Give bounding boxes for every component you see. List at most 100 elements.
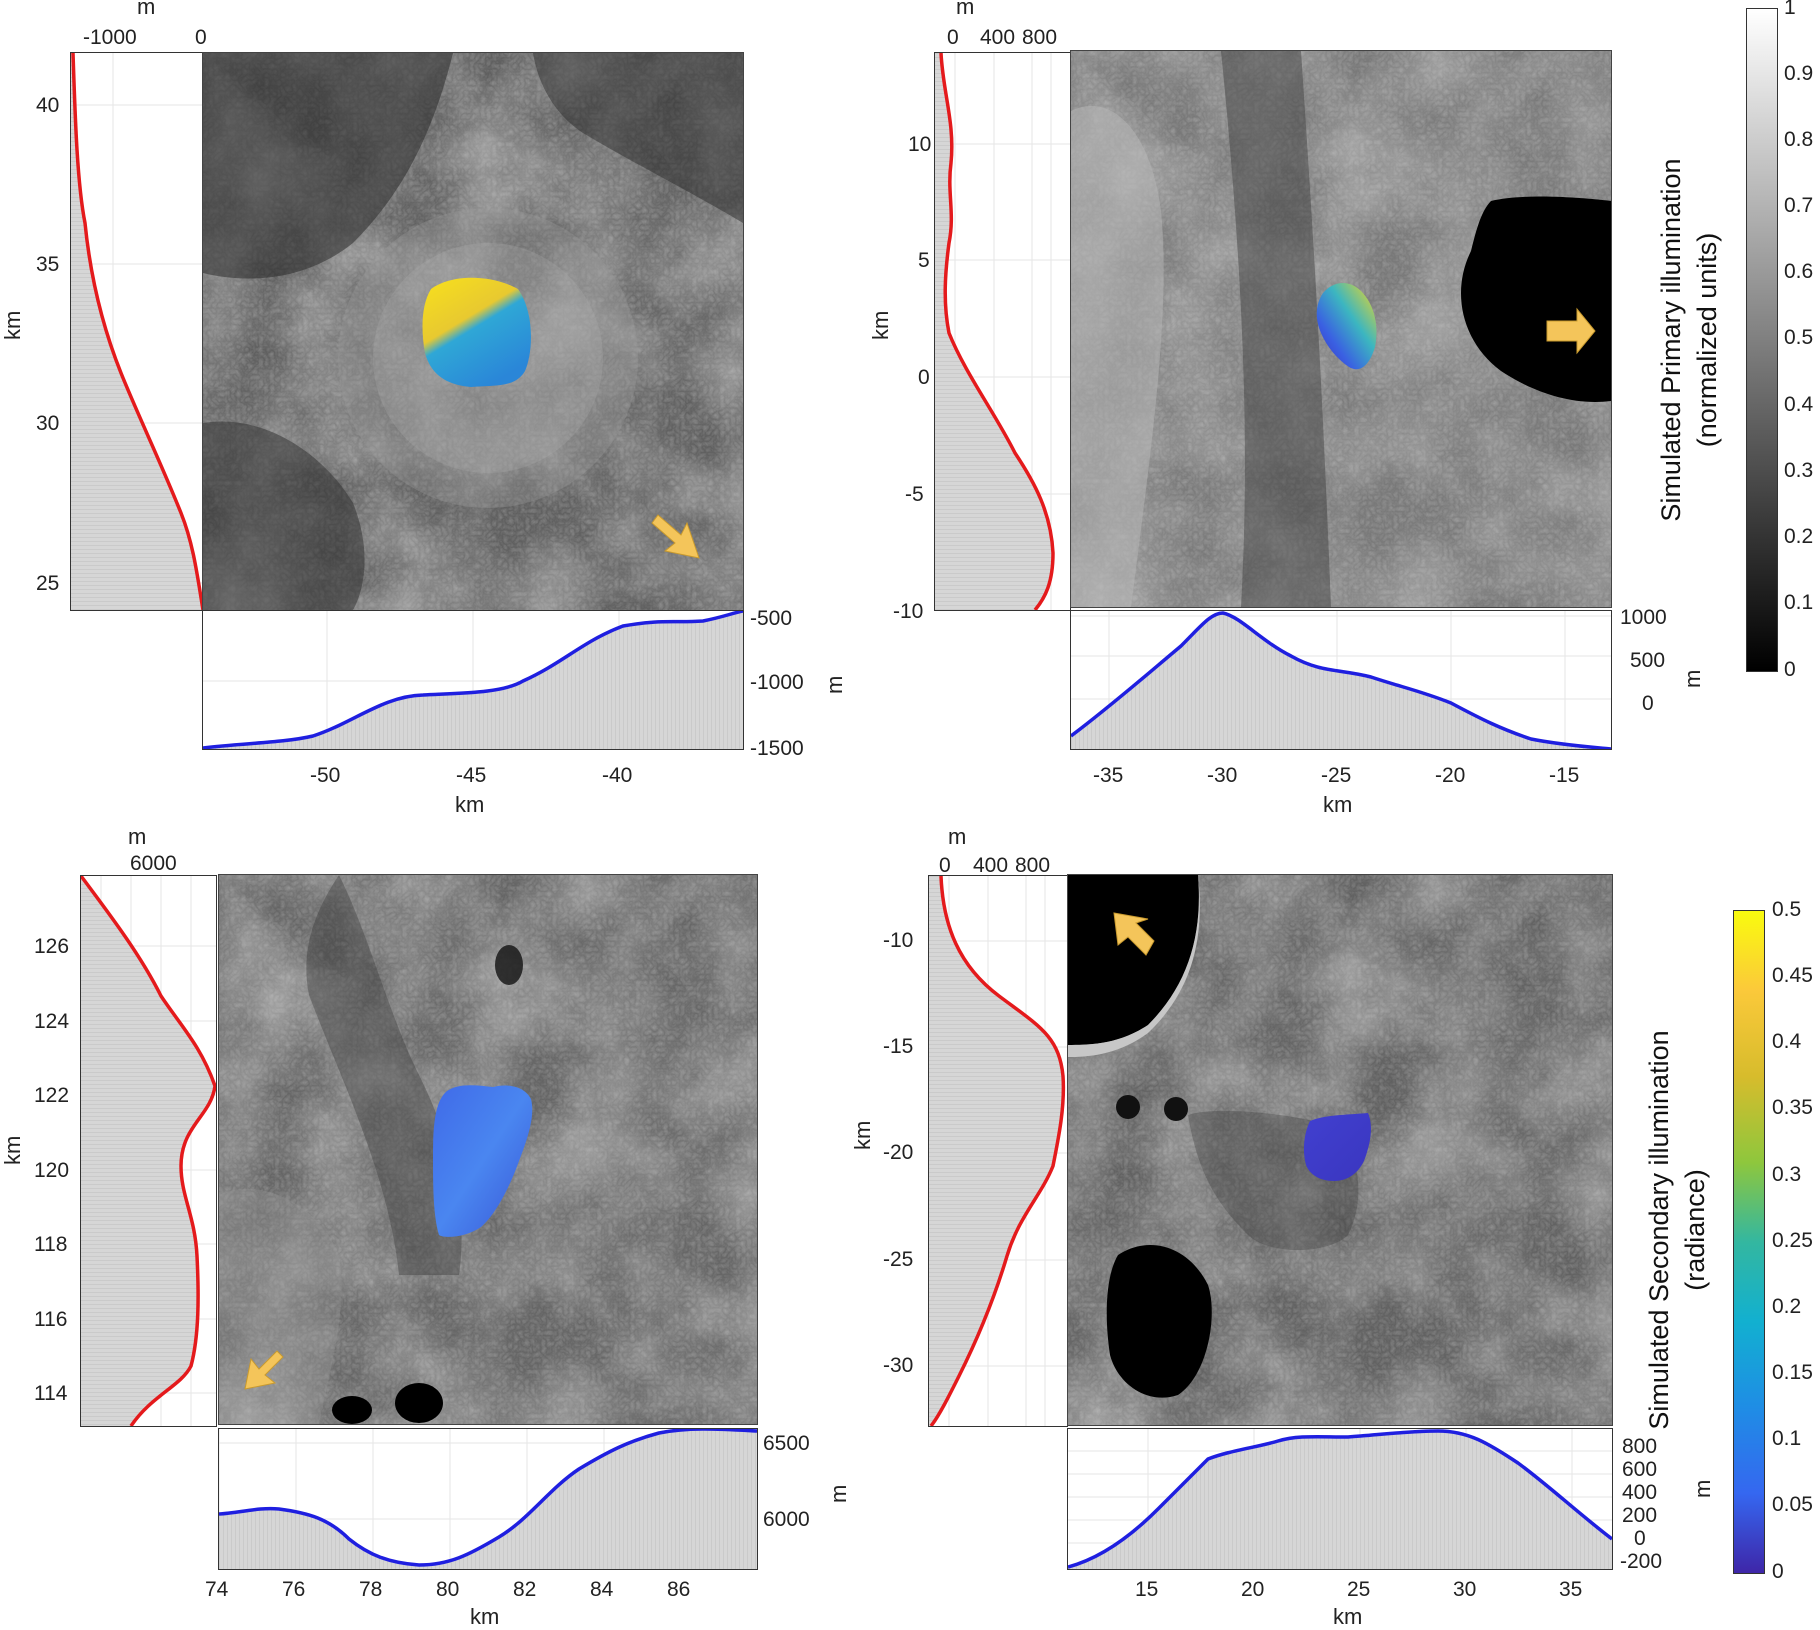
left-profile-tick: 800 (1015, 854, 1050, 877)
x-tick: -25 (1321, 764, 1351, 787)
left-profile-unit: m (128, 824, 146, 849)
bottom-profile-axes: 1000 500 0 m -35 -30 -25 -20 -15 km (1093, 606, 1705, 817)
y-tick: -30 (883, 1354, 913, 1377)
y-tick: 114 (34, 1382, 68, 1405)
colorbar-secondary-label-line1: Simulated Secondary illumination (1644, 1030, 1674, 1429)
x-tick: 76 (282, 1578, 305, 1601)
left-profile-tick: 6000 (130, 852, 177, 875)
left-profile-fill (71, 53, 203, 610)
colorbar-tick: 0.4 (1784, 393, 1814, 416)
left-profile-line (939, 53, 1055, 610)
colorbar-tick: 0.35 (1772, 1096, 1813, 1119)
bottom-profile-tick: 800 (1622, 1435, 1657, 1458)
y-tick: -10 (893, 600, 923, 620)
y-tick: 116 (34, 1308, 67, 1331)
x-tick: 25 (1347, 1578, 1370, 1601)
colorbar-tick: 0.3 (1784, 459, 1814, 482)
x-tick: -15 (1549, 764, 1579, 787)
colorbar-primary-label-line1: Simulated Primary illumination (1660, 158, 1686, 521)
colorbar-tick: 0.6 (1784, 260, 1814, 283)
x-tick: 86 (667, 1578, 690, 1601)
left-elevation-profile (934, 52, 1071, 611)
y-tick: 120 (34, 1159, 69, 1182)
illumination-patch (1316, 282, 1377, 370)
bottom-profile-line (1071, 611, 1611, 749)
y-tick: -15 (883, 1035, 913, 1058)
bottom-profile-tick: 500 (1630, 649, 1665, 672)
colorbar-tick: 0.4 (1772, 1030, 1802, 1053)
x-axis-unit: km (1323, 792, 1352, 817)
bottom-profile-tick: 400 (1622, 1481, 1657, 1504)
bottom-profile-tick: 0 (1634, 1527, 1646, 1550)
bottom-profile-tick: -200 (1620, 1550, 1662, 1573)
left-profile-tick: 400 (973, 854, 1008, 877)
bottom-profile-line (203, 611, 743, 749)
bottom-profile-line (219, 1429, 757, 1567)
colorbar-tick: 0.7 (1784, 194, 1814, 217)
left-profile-line (71, 53, 203, 610)
left-profile-unit: m (137, 0, 155, 19)
sun-direction-arrow (244, 1350, 284, 1390)
x-tick: 82 (513, 1578, 536, 1601)
left-profile-tick: 400 (980, 26, 1015, 49)
left-profile-plot (929, 876, 1067, 1426)
y-tick: 10 (908, 133, 931, 156)
left-profile-axes: m 0 400 800 -10 -15 -20 -25 -30 km (850, 824, 1050, 1377)
bottom-profile-tick: -1000 (750, 671, 804, 694)
y-tick: 126 (34, 935, 69, 958)
colorbar-secondary-gradient (1733, 910, 1765, 1574)
colorbar-primary-label-line2: (normalized units) (1692, 233, 1722, 448)
left-elevation-profile (70, 52, 204, 611)
colorbar-primary-gradient (1746, 8, 1778, 672)
x-tick: -30 (1207, 764, 1237, 787)
colorbar-primary-label: Simulated Primary illumination (normaliz… (1660, 158, 1722, 521)
terrain-image (218, 874, 758, 1425)
bottom-profile-tick: -1500 (750, 737, 804, 760)
illumination-patch (422, 277, 531, 387)
colorbar-tick: 0.45 (1772, 964, 1813, 987)
bottom-profile-unit: m (826, 1485, 851, 1503)
sun-direction-arrow (1546, 307, 1596, 355)
bottom-profile-tick: -500 (750, 607, 792, 630)
y-tick: 5 (918, 249, 930, 272)
left-profile-unit: m (948, 824, 966, 849)
y-tick: 25 (36, 572, 59, 595)
bottom-elevation-profile (202, 610, 744, 750)
bottom-profile-axes: 800 600 400 200 0 -200 m 15 20 25 30 35 … (1135, 1435, 1715, 1629)
x-tick: 80 (436, 1578, 459, 1601)
colorbar-tick: 0.3 (1772, 1163, 1802, 1186)
illumination-patch (1303, 1113, 1371, 1181)
sun-direction-arrow (1113, 912, 1155, 956)
x-axis-unit: km (1333, 1604, 1362, 1629)
bottom-profile-plot (203, 611, 743, 749)
y-tick: -25 (883, 1248, 913, 1271)
left-profile-tick: 0 (195, 26, 207, 49)
colorbar-tick: 0.05 (1772, 1493, 1813, 1516)
x-tick: -50 (310, 764, 340, 787)
bottom-profile-axes: -500 -1000 -1500 m -50 -45 -40 km (310, 607, 847, 817)
x-tick: -20 (1435, 764, 1465, 787)
y-tick: 30 (36, 412, 59, 435)
x-tick: 74 (205, 1578, 229, 1601)
x-tick: 78 (359, 1578, 382, 1601)
bottom-elevation-profile (1070, 610, 1612, 750)
colorbar-secondary-label-line2: (radiance) (1680, 1169, 1710, 1291)
left-profile-axes: m -1000 0 40 35 30 25 km (0, 0, 207, 595)
x-tick: 30 (1453, 1578, 1476, 1601)
colorbar-secondary-label: Simulated Secondary illumination (radian… (1644, 1030, 1710, 1429)
y-axis-unit: km (0, 311, 25, 340)
y-tick: 0 (918, 366, 930, 389)
y-tick: 124 (34, 1010, 69, 1033)
left-profile-plot (71, 53, 203, 610)
y-tick: -20 (883, 1141, 913, 1164)
left-elevation-profile (928, 875, 1068, 1427)
x-axis-unit: km (470, 1604, 499, 1629)
y-tick: -5 (905, 483, 924, 506)
left-elevation-profile (80, 875, 217, 1427)
colorbar-tick: 0.5 (1772, 898, 1802, 921)
colorbar-tick: 0 (1784, 658, 1796, 681)
bottom-profile-axes: 6500 6000 m 74 76 78 80 82 84 86 km (205, 1432, 851, 1629)
bottom-profile-line (1068, 1429, 1612, 1569)
bottom-profile-tick: 200 (1622, 1504, 1657, 1527)
left-profile-axes: m 0 400 800 10 5 0 -5 -10 km (868, 0, 1057, 620)
